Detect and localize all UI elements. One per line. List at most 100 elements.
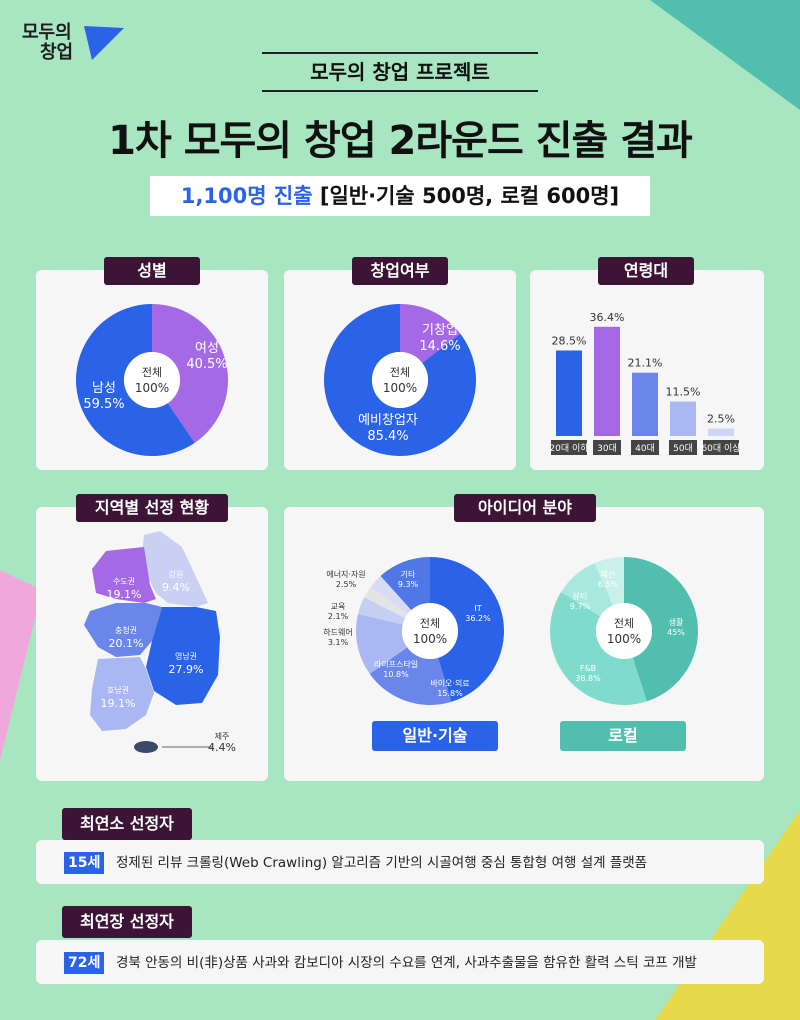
local-slice-2 xyxy=(561,563,613,617)
age-category-label-bg-1 xyxy=(593,440,621,455)
local-slice-1 xyxy=(550,592,647,705)
region-name-jeju: 제주 xyxy=(215,732,230,741)
general-slice-4 xyxy=(364,586,408,619)
summary-box: 1,100명 진출 [일반·기술 500명, 로컬 600명] xyxy=(150,176,650,216)
age-tag: 연령대 xyxy=(598,257,694,285)
status-value-existing: 14.6% xyxy=(419,339,460,354)
region-tag: 지역별 선정 현황 xyxy=(76,494,228,522)
general-slice-5 xyxy=(370,575,412,615)
general-value-etc: 9.3% xyxy=(398,580,419,589)
general-value-energy: 2.5% xyxy=(336,580,357,589)
region-value-jeju: 4.4% xyxy=(208,741,236,754)
korea-region-map: 수도권 19.1% 강원 9.4% 충청권 20.1% 영남권 27.9% 호남… xyxy=(84,531,236,754)
region-value-yeongnam: 27.9% xyxy=(169,663,204,676)
startup-status-tag: 창업여부 xyxy=(352,257,448,285)
region-name-yeongnam: 영남권 xyxy=(175,651,197,661)
region-value-chungcheong: 20.1% xyxy=(109,637,144,650)
center-label-total: 전체 xyxy=(142,366,162,379)
age-category-label-2: 40대 xyxy=(635,443,655,454)
youngest-winner-card: 15세 정제된 리뷰 크롤링(Web Crawling) 알고리즘 기반의 시골… xyxy=(36,840,764,884)
local-center-hole xyxy=(596,603,652,659)
general-label-lifestyle: 라이프스타일 xyxy=(374,659,418,669)
age-category-label-bg-0 xyxy=(551,440,587,455)
center-label-percent: 100% xyxy=(413,632,447,646)
gender-center-hole xyxy=(124,352,180,408)
region-jeju xyxy=(134,741,158,753)
general-center-hole xyxy=(402,603,458,659)
youngest-description: 정제된 리뷰 크롤링(Web Crawling) 알고리즘 기반의 시골여행 중… xyxy=(116,855,648,871)
oldest-tag: 최연장 선정자 xyxy=(62,906,192,938)
region-chungcheong xyxy=(84,603,162,657)
general-label-etc: 기타 xyxy=(401,570,416,579)
local-label-beauty: 뷰티 xyxy=(573,592,588,601)
general-tech-button[interactable]: 일반·기술 xyxy=(372,721,498,751)
general-slice-2 xyxy=(356,613,408,674)
logo-line2: 창업 xyxy=(40,42,74,63)
age-bar-value-1: 36.4% xyxy=(590,311,625,324)
age-bar-chart: 28.5% 20대 이하 36.4% 30대 21.1% 40대 11.5% 50대 2.5% 6… xyxy=(549,311,741,455)
local-slice-3 xyxy=(594,557,624,606)
gender-slice-0 xyxy=(152,304,229,443)
region-name-honam: 호남권 xyxy=(107,685,129,695)
gender-label-male: 남성 xyxy=(92,381,116,396)
region-name-capital: 수도권 xyxy=(113,576,135,586)
center-label-total: 전체 xyxy=(390,366,410,379)
general-label-energy: 에너지·자원 xyxy=(326,569,365,579)
age-card: 28.5% 20대 이하 36.4% 30대 21.1% 40대 11.5% 50대 2.5% 6… xyxy=(530,270,764,470)
oldest-age-badge: 72세 xyxy=(64,952,105,974)
region-gangwon xyxy=(142,531,208,607)
gender-value-female: 40.5% xyxy=(186,357,227,372)
logo-line1: 모두의 xyxy=(22,22,72,43)
general-label-bio: 바이오·의료 xyxy=(430,678,469,688)
local-value-fashion: 6.5% xyxy=(598,580,619,589)
region-name-gangwon: 강원 xyxy=(169,569,184,579)
status-label-existing: 기창업 xyxy=(422,323,458,338)
age-bar-4 xyxy=(708,428,734,436)
age-bar-3 xyxy=(670,401,696,436)
logo-mark-icon xyxy=(84,26,124,60)
project-label: 모두의 창업 프로젝트 xyxy=(262,52,538,92)
age-bar-value-4: 2.5% xyxy=(707,413,735,426)
age-bar-1 xyxy=(594,326,620,436)
local-label-fnb: F&B xyxy=(580,664,596,673)
age-category-label-3: 50대 xyxy=(673,443,693,454)
local-value-living: 45% xyxy=(667,628,685,637)
age-category-label-bg-4 xyxy=(703,440,739,455)
page-title: 1차 모두의 창업 2라운드 진출 결과 xyxy=(108,118,693,164)
local-button[interactable]: 로컬 xyxy=(560,721,686,751)
region-value-gangwon: 9.4% xyxy=(162,581,190,594)
general-slice-6 xyxy=(380,557,430,611)
general-value-hardware: 3.1% xyxy=(328,638,349,647)
age-category-label-bg-2 xyxy=(631,440,659,455)
status-center-hole xyxy=(372,352,428,408)
idea-field-card: 전체 100% IT 36.2% 바이오·의료 15.8% 라이프스타일 10.… xyxy=(284,507,764,781)
status-value-prospective: 85.4% xyxy=(367,429,408,444)
general-label-education: 교육 xyxy=(331,602,346,611)
age-category-label-0: 20대 이하 xyxy=(549,443,589,454)
center-label-percent: 100% xyxy=(607,632,641,646)
oldest-winner-card: 72세 경북 안동의 비(非)상품 사과와 캄보디아 시장의 수요를 연계, 사… xyxy=(36,940,764,984)
local-label-living: 생활 xyxy=(669,617,684,627)
decorative-triangle-top-right xyxy=(650,0,800,110)
startup-status-card: 전체 100% 기창업 14.6% 예비창업자 85.4% xyxy=(284,270,516,470)
oldest-description: 경북 안동의 비(非)상품 사과와 캄보디아 시장의 수요를 연계, 사과추출물… xyxy=(116,955,697,971)
region-name-chungcheong: 충청권 xyxy=(115,625,137,635)
center-label-percent: 100% xyxy=(135,381,169,395)
age-bar-2 xyxy=(632,372,658,436)
gender-card: 전체 100% 여성 40.5% 남성 59.5% xyxy=(36,270,268,470)
region-card: 수도권 19.1% 강원 9.4% 충청권 20.1% 영남권 27.9% 호남… xyxy=(36,507,268,781)
region-honam xyxy=(90,657,154,731)
logo: 모두의 창업 xyxy=(22,22,132,66)
general-value-bio: 15.8% xyxy=(437,689,463,698)
gender-donut-chart: 전체 100% 여성 40.5% 남성 59.5% xyxy=(76,304,229,456)
general-value-it: 36.2% xyxy=(465,614,491,623)
gender-tag: 성별 xyxy=(104,257,200,285)
region-yeongnam xyxy=(146,607,220,705)
gender-slice-1 xyxy=(76,304,195,456)
center-label-total: 전체 xyxy=(420,617,440,630)
summary-highlight: 1,100명 진출 xyxy=(180,184,313,208)
local-value-beauty: 9.7% xyxy=(570,602,591,611)
status-label-prospective: 예비창업자 xyxy=(358,413,418,428)
general-label-it: IT xyxy=(474,604,481,613)
center-label-total: 전체 xyxy=(614,617,634,630)
